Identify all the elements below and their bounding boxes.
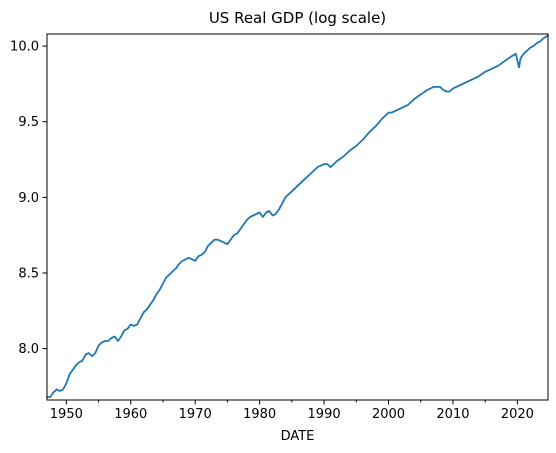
x-tick-label: 2020	[501, 407, 534, 422]
y-tick-label: 9.5	[18, 115, 39, 130]
x-tick-label: 1950	[50, 407, 83, 422]
x-tick-label: 1970	[179, 407, 212, 422]
x-tick-label: 1960	[114, 407, 147, 422]
chart-title: US Real GDP (log scale)	[209, 9, 386, 27]
x-tick-label: 2000	[372, 407, 405, 422]
gdp-series-line	[46, 34, 549, 398]
y-tick-label: 9.0	[18, 191, 39, 206]
x-axis-title: DATE	[281, 429, 315, 444]
y-tick-label: 8.0	[18, 342, 39, 357]
plot-frame	[46, 33, 549, 401]
x-tick-label: 2010	[436, 407, 469, 422]
x-tick-label: 1990	[308, 407, 341, 422]
y-axis: 8.0 8.5 9.0 9.5 10.0	[10, 40, 47, 357]
x-tick-label: 1980	[243, 407, 276, 422]
x-axis: 1950 1960 1970 1980 1990 2000 2010 2020	[50, 400, 534, 422]
y-tick-label: 8.5	[18, 266, 39, 281]
y-tick-label: 10.0	[10, 40, 39, 55]
